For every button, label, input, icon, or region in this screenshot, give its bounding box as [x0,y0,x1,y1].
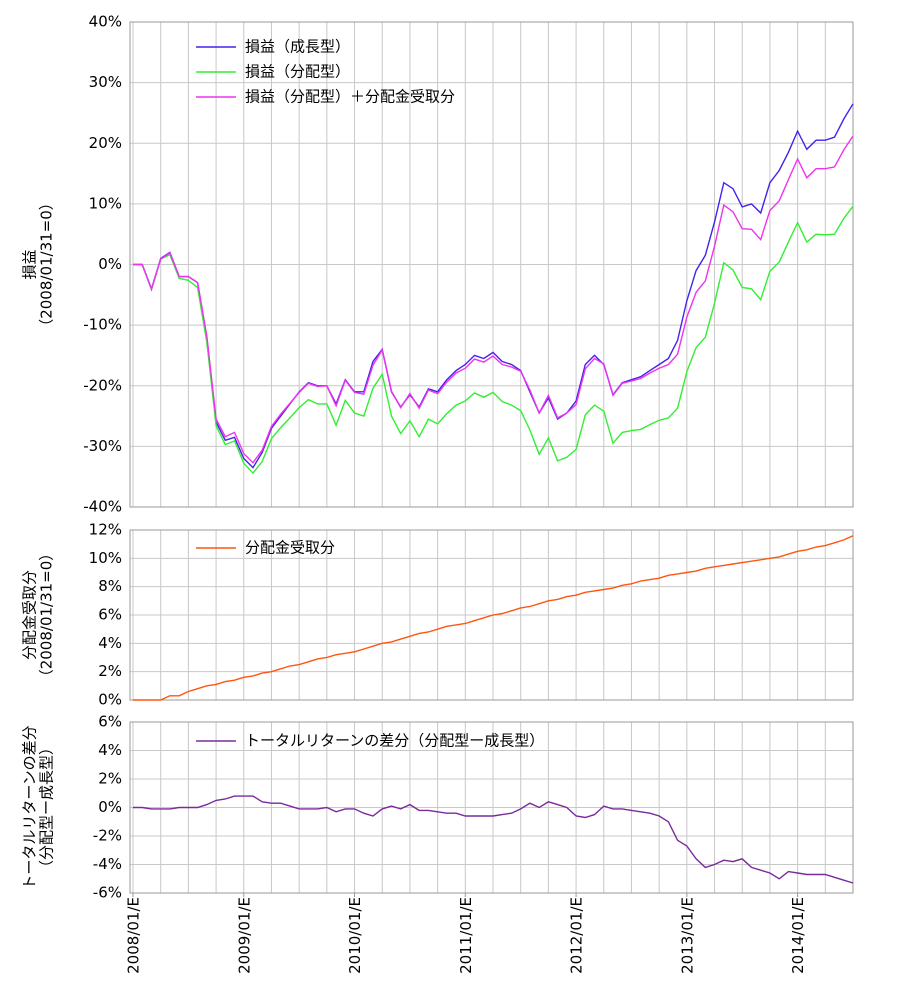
series-line [133,535,854,701]
y-tick-label: 6% [98,606,122,624]
y-tick-label: -40% [83,498,122,516]
y-axis-label: （2008/01/31=0） [38,195,56,334]
y-tick-label: -6% [93,884,122,902]
y-tick-label: 0% [98,691,122,709]
y-tick-label: 30% [89,73,122,91]
y-tick-label: -30% [83,437,122,455]
series-line [133,103,854,469]
plot-frame [129,721,854,894]
y-tick-label: -20% [83,376,122,394]
legend-label: トータルリターンの差分（分配型ー成長型） [245,732,544,750]
x-tick-label: 2009/01/E [235,897,253,974]
y-axis-label: （2008/01/31=0） [38,546,56,685]
y-tick-label: -4% [93,855,122,873]
y-tick-label: -10% [83,316,122,334]
series-line [133,795,854,884]
y-tick-label: 10% [89,194,122,212]
x-tick-label: 2012/01/E [568,897,586,974]
plot-frame [129,21,854,508]
y-tick-label: 2% [98,770,122,788]
y-axis-label: トータルリターンの差分 [21,725,39,889]
y-tick-label: 8% [98,577,122,595]
legend-label: 損益（成長型） [245,38,350,56]
y-axis-label: （分配型ー成長型） [38,740,56,875]
y-tick-label: 40% [89,13,122,31]
x-tick-label: 2008/01/E [125,897,143,974]
y-tick-label: 12% [89,521,122,539]
y-tick-label: 2% [98,662,122,680]
legend-label: 損益（分配型） [245,63,350,81]
y-tick-label: 0% [98,255,122,273]
x-tick-label: 2011/01/E [457,897,475,974]
x-tick-label: 2010/01/E [346,897,364,974]
y-tick-label: 4% [98,741,122,759]
y-tick-label: 6% [98,713,122,731]
series-line [133,135,854,464]
x-tick-label: 2014/01/E [789,897,807,974]
y-tick-label: 4% [98,634,122,652]
y-axis-label: 分配金受取分 [21,570,39,660]
y-tick-label: -2% [93,827,122,845]
x-tick-label: 2013/01/E [678,897,696,974]
legend-label: 損益（分配型）＋分配金受取分 [245,88,455,106]
plot-frame [129,529,854,701]
series-line [133,205,854,475]
legend-label: 分配金受取分 [245,539,335,557]
y-axis-label: 損益 [21,249,39,279]
y-tick-label: 0% [98,798,122,816]
y-tick-label: 20% [89,134,122,152]
y-tick-label: 10% [89,549,122,567]
